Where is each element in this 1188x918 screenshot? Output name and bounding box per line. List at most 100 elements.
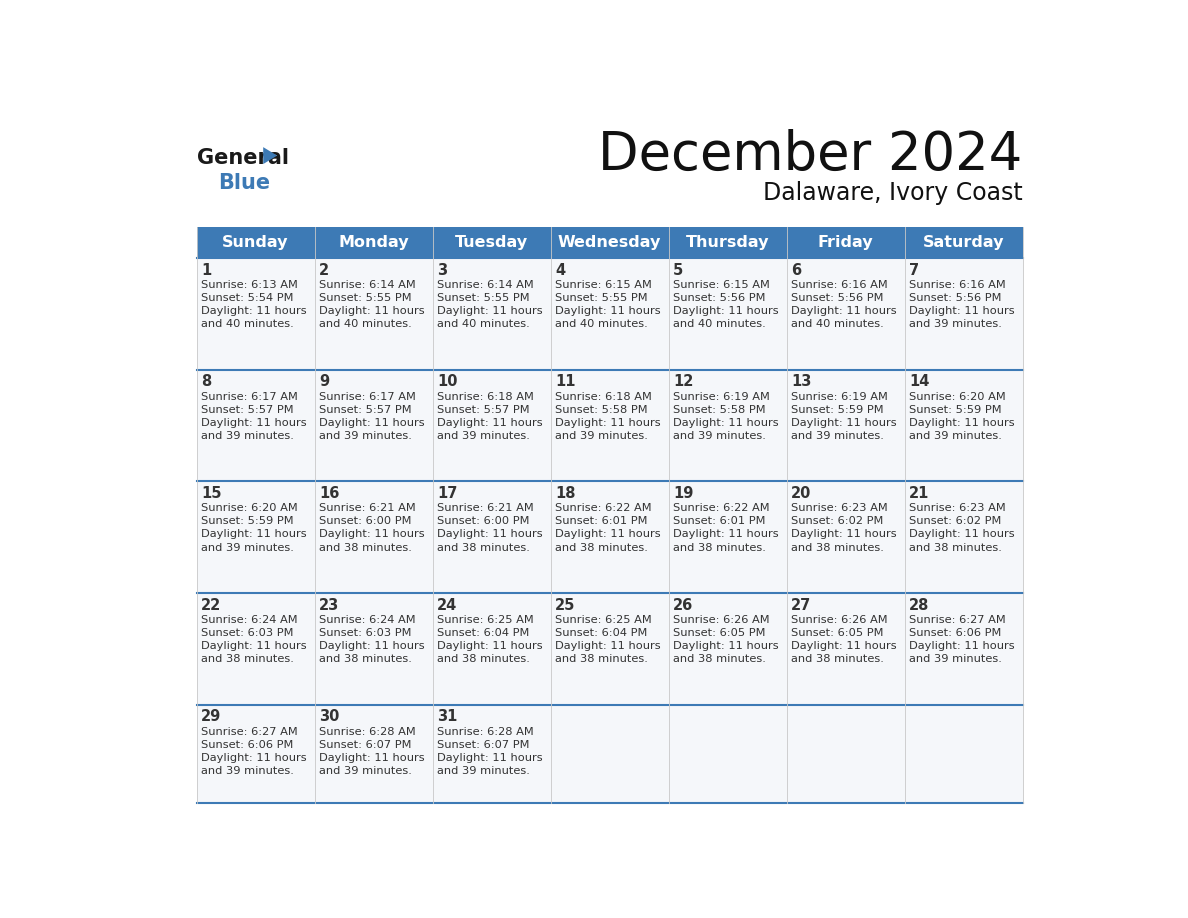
Text: Sunrise: 6:20 AM: Sunrise: 6:20 AM <box>909 392 1006 401</box>
Text: December 2024: December 2024 <box>599 129 1023 181</box>
Text: Sunset: 5:57 PM: Sunset: 5:57 PM <box>320 405 412 415</box>
Text: Sunrise: 6:14 AM: Sunrise: 6:14 AM <box>320 280 416 290</box>
Bar <box>786 705 905 803</box>
Text: 31: 31 <box>437 710 457 724</box>
Bar <box>905 705 1023 803</box>
Text: Sunset: 6:00 PM: Sunset: 6:00 PM <box>320 516 412 526</box>
Text: 22: 22 <box>201 598 221 613</box>
Bar <box>196 593 315 705</box>
Bar <box>550 705 669 803</box>
Text: Sunset: 6:01 PM: Sunset: 6:01 PM <box>555 516 647 526</box>
Text: 1: 1 <box>201 263 211 278</box>
Text: and 39 minutes.: and 39 minutes. <box>320 766 412 776</box>
Text: Sunrise: 6:20 AM: Sunrise: 6:20 AM <box>201 503 298 513</box>
Text: and 39 minutes.: and 39 minutes. <box>909 655 1003 664</box>
Text: Sunrise: 6:23 AM: Sunrise: 6:23 AM <box>791 503 889 513</box>
Bar <box>786 481 905 593</box>
Text: 27: 27 <box>791 598 811 613</box>
Text: Daylight: 11 hours: Daylight: 11 hours <box>201 418 307 428</box>
Text: Daylight: 11 hours: Daylight: 11 hours <box>791 306 897 316</box>
Text: Daylight: 11 hours: Daylight: 11 hours <box>909 306 1015 316</box>
Text: and 39 minutes.: and 39 minutes. <box>437 766 530 776</box>
Text: Sunset: 6:04 PM: Sunset: 6:04 PM <box>555 628 647 638</box>
Text: 28: 28 <box>909 598 930 613</box>
Text: 8: 8 <box>201 375 211 389</box>
Bar <box>196 705 315 803</box>
Text: Sunrise: 6:17 AM: Sunrise: 6:17 AM <box>320 392 416 401</box>
Text: Daylight: 11 hours: Daylight: 11 hours <box>437 530 543 540</box>
Text: and 39 minutes.: and 39 minutes. <box>674 431 766 441</box>
Text: Sunrise: 6:13 AM: Sunrise: 6:13 AM <box>201 280 298 290</box>
Text: 12: 12 <box>674 375 694 389</box>
Text: Daylight: 11 hours: Daylight: 11 hours <box>437 418 543 428</box>
Text: and 40 minutes.: and 40 minutes. <box>437 319 530 330</box>
Text: Sunrise: 6:24 AM: Sunrise: 6:24 AM <box>320 615 416 625</box>
Text: Daylight: 11 hours: Daylight: 11 hours <box>791 641 897 651</box>
Text: Sunset: 5:59 PM: Sunset: 5:59 PM <box>909 405 1001 415</box>
Text: and 38 minutes.: and 38 minutes. <box>437 655 530 664</box>
Text: Daylight: 11 hours: Daylight: 11 hours <box>320 530 425 540</box>
Text: Sunrise: 6:18 AM: Sunrise: 6:18 AM <box>555 392 652 401</box>
Text: and 38 minutes.: and 38 minutes. <box>555 655 649 664</box>
Text: Daylight: 11 hours: Daylight: 11 hours <box>791 418 897 428</box>
Text: and 38 minutes.: and 38 minutes. <box>674 655 766 664</box>
Text: Sunrise: 6:18 AM: Sunrise: 6:18 AM <box>437 392 535 401</box>
Text: 14: 14 <box>909 375 930 389</box>
Text: Sunset: 6:01 PM: Sunset: 6:01 PM <box>674 516 766 526</box>
Text: Sunrise: 6:19 AM: Sunrise: 6:19 AM <box>674 392 770 401</box>
Text: Daylight: 11 hours: Daylight: 11 hours <box>437 306 543 316</box>
Text: 21: 21 <box>909 487 930 501</box>
Bar <box>315 705 432 803</box>
Text: and 38 minutes.: and 38 minutes. <box>320 543 412 553</box>
Bar <box>315 370 432 481</box>
Text: Tuesday: Tuesday <box>455 235 529 250</box>
Text: Sunset: 6:00 PM: Sunset: 6:00 PM <box>437 516 530 526</box>
Text: 16: 16 <box>320 487 340 501</box>
Bar <box>669 481 786 593</box>
Text: Daylight: 11 hours: Daylight: 11 hours <box>555 641 661 651</box>
Bar <box>905 481 1023 593</box>
Bar <box>550 370 669 481</box>
Text: Sunset: 6:06 PM: Sunset: 6:06 PM <box>201 740 293 750</box>
Bar <box>669 370 786 481</box>
Text: Sunset: 6:03 PM: Sunset: 6:03 PM <box>320 628 412 638</box>
Text: Sunrise: 6:19 AM: Sunrise: 6:19 AM <box>791 392 889 401</box>
Bar <box>196 481 315 593</box>
Text: and 39 minutes.: and 39 minutes. <box>201 766 295 776</box>
Text: Sunset: 6:06 PM: Sunset: 6:06 PM <box>909 628 1001 638</box>
Bar <box>550 481 669 593</box>
Text: Sunset: 6:07 PM: Sunset: 6:07 PM <box>320 740 412 750</box>
Text: Sunrise: 6:16 AM: Sunrise: 6:16 AM <box>791 280 889 290</box>
Text: 4: 4 <box>555 263 565 278</box>
Text: 17: 17 <box>437 487 457 501</box>
Text: Daylight: 11 hours: Daylight: 11 hours <box>555 530 661 540</box>
Text: and 40 minutes.: and 40 minutes. <box>674 319 766 330</box>
Text: Sunrise: 6:26 AM: Sunrise: 6:26 AM <box>674 615 770 625</box>
Text: Sunrise: 6:26 AM: Sunrise: 6:26 AM <box>791 615 887 625</box>
Bar <box>905 258 1023 370</box>
Text: 29: 29 <box>201 710 221 724</box>
Text: Sunset: 5:58 PM: Sunset: 5:58 PM <box>555 405 647 415</box>
Bar <box>669 258 786 370</box>
Text: Sunrise: 6:15 AM: Sunrise: 6:15 AM <box>555 280 652 290</box>
Text: Sunset: 5:57 PM: Sunset: 5:57 PM <box>201 405 293 415</box>
Bar <box>669 593 786 705</box>
Text: and 38 minutes.: and 38 minutes. <box>674 543 766 553</box>
Text: Sunset: 5:55 PM: Sunset: 5:55 PM <box>320 293 412 303</box>
Text: 30: 30 <box>320 710 340 724</box>
Text: and 39 minutes.: and 39 minutes. <box>320 431 412 441</box>
Text: Daylight: 11 hours: Daylight: 11 hours <box>320 641 425 651</box>
Bar <box>550 593 669 705</box>
Text: 6: 6 <box>791 263 802 278</box>
Text: Daylight: 11 hours: Daylight: 11 hours <box>674 418 779 428</box>
Text: Daylight: 11 hours: Daylight: 11 hours <box>909 530 1015 540</box>
Text: Daylight: 11 hours: Daylight: 11 hours <box>909 641 1015 651</box>
Text: Daylight: 11 hours: Daylight: 11 hours <box>201 641 307 651</box>
Text: Sunset: 6:05 PM: Sunset: 6:05 PM <box>791 628 884 638</box>
Text: Sunset: 6:04 PM: Sunset: 6:04 PM <box>437 628 530 638</box>
Text: Sunrise: 6:15 AM: Sunrise: 6:15 AM <box>674 280 770 290</box>
Text: Sunrise: 6:24 AM: Sunrise: 6:24 AM <box>201 615 298 625</box>
Text: Sunset: 6:02 PM: Sunset: 6:02 PM <box>791 516 884 526</box>
Text: Sunset: 5:57 PM: Sunset: 5:57 PM <box>437 405 530 415</box>
Polygon shape <box>264 147 277 164</box>
